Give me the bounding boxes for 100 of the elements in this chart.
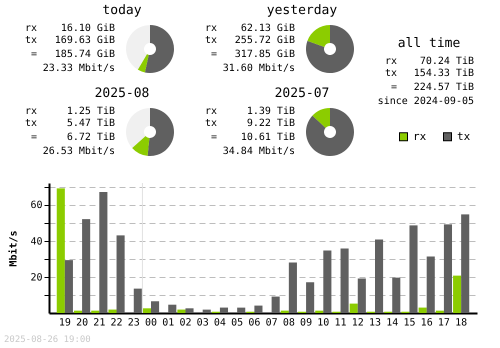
text: tx	[204, 35, 217, 47]
text: 169.63 GiB	[54, 35, 115, 47]
x-tick-label: 08	[282, 318, 295, 328]
text: 154.33 TiB	[414, 68, 474, 80]
x-tick-label: 21	[93, 318, 106, 328]
x-tick-label: 01	[162, 318, 174, 328]
donut-slice	[126, 108, 150, 148]
bar	[151, 301, 160, 313]
text: 34.84 Mbit/s	[222, 146, 295, 158]
bar	[82, 219, 90, 313]
x-tick-label: 14	[386, 318, 398, 328]
bar	[177, 310, 186, 313]
donut-slice	[138, 54, 149, 72]
bar	[64, 260, 73, 313]
legend-label: tx	[457, 130, 471, 143]
x-tick-label: 20	[76, 318, 88, 328]
y-tick-label: 40	[30, 236, 42, 248]
bar	[254, 306, 262, 313]
donut-slice	[126, 25, 150, 70]
text: since 2024-09-05	[378, 96, 474, 108]
x-tick-label: 17	[438, 318, 450, 328]
text: tx	[24, 35, 37, 47]
x-tick-label: 05	[231, 318, 244, 328]
x-tick-label: 09	[300, 318, 312, 328]
text: 317.85 GiB	[234, 49, 295, 61]
text: rx	[24, 23, 37, 35]
x-tick-label: 22	[110, 318, 123, 328]
bar	[142, 308, 152, 313]
x-tick-label: 07	[266, 318, 278, 328]
text: tx	[384, 68, 397, 80]
bar	[358, 278, 366, 313]
bar	[323, 250, 332, 313]
text: 10.61 TiB	[240, 132, 295, 144]
x-tick-label: 11	[334, 318, 347, 328]
text: rx	[204, 106, 217, 118]
text: 1.39 TiB	[246, 106, 295, 118]
text: 5.47 TiB	[66, 118, 115, 130]
bar	[409, 225, 418, 313]
x-tick-label: 12	[352, 318, 364, 328]
x-tick-label: 06	[248, 318, 260, 328]
x-tick-label: 13	[368, 318, 382, 328]
bar	[202, 310, 211, 313]
x-tick-label: 15	[403, 318, 416, 328]
donut-slice	[312, 108, 330, 128]
text: 255.72 GiB	[234, 35, 295, 47]
text: 26.53 Mbit/s	[42, 146, 115, 158]
chart-title: 2025-08	[94, 86, 150, 101]
bar	[306, 282, 314, 313]
donut-slice	[148, 108, 174, 156]
text: 9.22 TiB	[246, 118, 295, 130]
text: tx	[24, 118, 37, 130]
text: =	[30, 132, 37, 144]
x-tick-label: 00	[144, 318, 158, 328]
bar	[374, 240, 384, 313]
bar	[288, 262, 297, 313]
text: 23.33 Mbit/s	[42, 63, 115, 75]
text: rx	[204, 23, 217, 35]
x-tick-label: 03	[196, 318, 209, 328]
bar	[426, 256, 435, 313]
x-tick-label: 10	[317, 318, 330, 328]
bar	[392, 278, 400, 313]
bar	[220, 308, 228, 313]
text: all time	[396, 36, 462, 51]
text: rx	[384, 56, 397, 68]
donut-slice	[132, 136, 150, 156]
text: tx	[204, 118, 217, 130]
donut-slice	[307, 25, 330, 47]
text: =	[210, 132, 217, 144]
text: 185.74 GiB	[54, 49, 115, 61]
bar	[340, 248, 349, 313]
y-axis-title: Mbit/s	[7, 230, 20, 267]
x-tick-label: 16	[420, 318, 433, 328]
text: rx	[24, 106, 37, 118]
text: =	[30, 49, 37, 61]
donut-slice	[306, 108, 354, 156]
text: 70.24 TiB	[420, 56, 474, 68]
donut-slice	[144, 25, 174, 73]
chart-title: today	[101, 3, 143, 18]
chart-title: 2025-07	[274, 86, 330, 101]
x-tick-label: 04	[214, 318, 226, 328]
bar	[272, 296, 280, 313]
x-tick-label: 18	[455, 318, 468, 328]
y-tick-label: 60	[30, 200, 42, 212]
bar	[444, 224, 452, 313]
text: 62.13 GiB	[240, 23, 295, 35]
donut-slice	[306, 25, 354, 73]
bar	[237, 308, 246, 313]
bar	[134, 288, 142, 313]
chart-title: yesterday	[266, 3, 338, 18]
legend-label: rx	[413, 130, 427, 143]
bar	[116, 235, 125, 313]
bar	[108, 310, 117, 313]
text: =	[390, 82, 397, 94]
text: 1.25 TiB	[66, 106, 115, 118]
text: 6.72 TiB	[66, 132, 115, 144]
y-tick-label: 20	[30, 272, 42, 284]
text: 224.57 TiB	[414, 82, 474, 94]
x-tick-label: 02	[179, 318, 192, 328]
bar	[418, 308, 427, 313]
bar	[461, 214, 470, 313]
